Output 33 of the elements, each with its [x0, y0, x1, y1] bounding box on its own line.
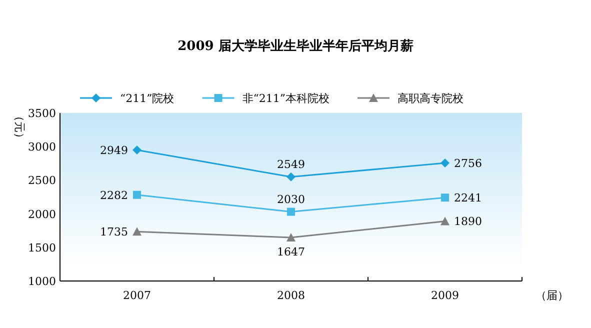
data-label: 1735 [100, 226, 128, 239]
x-tick-label: 2007 [123, 289, 151, 302]
x-tick-label: 2008 [277, 289, 305, 302]
y-tick-label: 2000 [28, 208, 56, 221]
data-label: 2756 [454, 156, 482, 170]
legend-label: 非“211”本科院校 [242, 92, 330, 105]
data-label: 2030 [277, 192, 305, 206]
x-tick-label: 2009 [431, 289, 459, 302]
x-axis-title: （届） [536, 289, 568, 302]
legend-label: “211”院校 [120, 92, 174, 105]
point [440, 158, 450, 168]
point [132, 227, 142, 236]
legend-label: 高职高专院校 [398, 92, 464, 105]
point [286, 172, 296, 182]
data-label: 2949 [100, 144, 128, 158]
data-label: 2282 [100, 188, 128, 202]
point [440, 216, 450, 226]
y-tick-label: 1000 [28, 275, 56, 288]
y-axis-title: （元） [13, 110, 26, 144]
y-tick-label: 1500 [28, 241, 56, 254]
data-label: 1890 [454, 215, 482, 228]
y-tick-label: 3000 [28, 140, 56, 154]
point [286, 233, 296, 242]
point [441, 194, 449, 202]
point [132, 146, 142, 155]
y-tick-label: 2500 [28, 174, 56, 188]
point [133, 190, 141, 199]
chart-title: 2009 届大学毕业生毕业半年后平均月薪 [178, 38, 414, 54]
data-label: 2549 [277, 158, 305, 171]
data-label: 2241 [454, 192, 482, 205]
point [287, 208, 295, 216]
y-tick-label: 3500 [28, 107, 56, 120]
data-label: 1647 [277, 246, 305, 259]
